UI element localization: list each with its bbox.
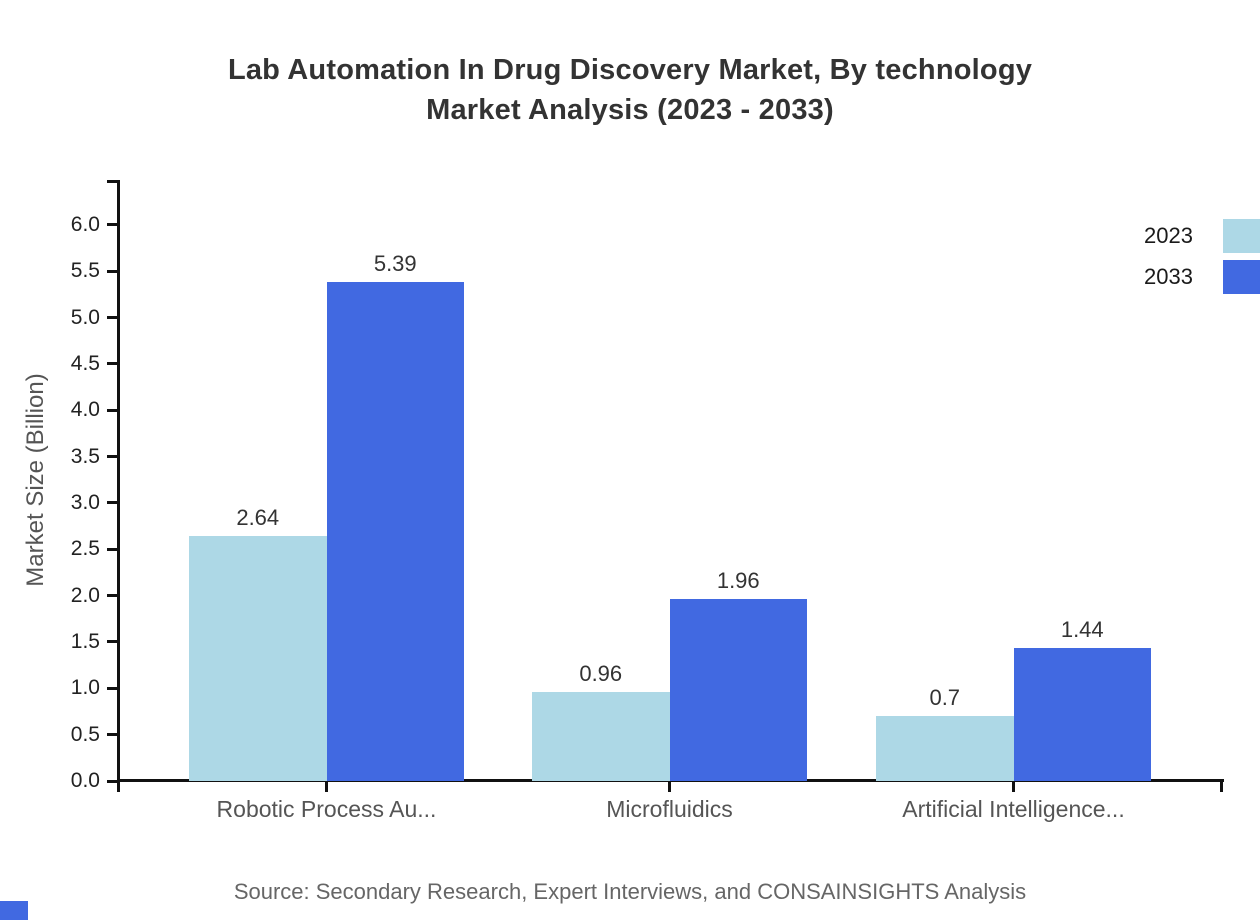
- y-tick-mark: [107, 316, 117, 320]
- y-tick-label: 4.5: [70, 351, 100, 375]
- bar-2023-0: [189, 536, 327, 781]
- y-tick-mark: [107, 455, 117, 459]
- source-note: Source: Secondary Research, Expert Inter…: [233, 879, 1027, 904]
- y-tick-label: 0.0: [70, 769, 100, 792]
- legend-swatch-2033: [1223, 260, 1260, 294]
- y-tick-mark: [107, 733, 117, 737]
- y-tick-mark: [107, 269, 117, 273]
- y-tick-label: 5.0: [70, 305, 100, 329]
- y-tick-mark: [107, 547, 117, 551]
- chart-title: Lab Automation In Drug Discovery Market,…: [0, 50, 1260, 130]
- y-axis-end-tick: [107, 180, 117, 183]
- bar-2033-1: [669, 599, 807, 781]
- legend-label-2023: 2023: [1144, 223, 1193, 248]
- y-tick-label: 0.5: [70, 722, 100, 746]
- y-tick-label: 2.5: [70, 537, 100, 561]
- bar-2023-1: [532, 692, 670, 781]
- chart-title-line1: Lab Automation In Drug Discovery Market,…: [227, 54, 1033, 86]
- bar-value-label: 0.7: [929, 685, 961, 711]
- y-tick-mark: [107, 362, 117, 366]
- legend-label-2033: 2033: [1144, 264, 1193, 289]
- y-axis-line: [117, 180, 120, 792]
- y-tick-mark: [107, 501, 117, 505]
- y-tick-mark: [107, 779, 117, 783]
- y-tick-mark: [107, 640, 117, 644]
- bar-value-label: 0.96: [579, 661, 623, 687]
- x-tick-mark: [325, 781, 328, 792]
- y-tick-label: 3.5: [70, 444, 100, 468]
- legend-item-2033: 2033: [1144, 260, 1260, 294]
- y-tick-label: 3.0: [70, 490, 100, 514]
- chart-title-line2: Market Analysis (2023 - 2033): [426, 94, 834, 126]
- y-tick-mark: [107, 408, 117, 412]
- y-tick-mark: [107, 594, 117, 598]
- x-tick-mark: [668, 781, 671, 792]
- y-tick-label: 2.0: [70, 583, 100, 607]
- bar-2033-0: [326, 281, 464, 781]
- y-tick-label: 1.0: [70, 676, 100, 700]
- bar-value-label: 1.96: [716, 568, 760, 594]
- legend-swatch-2023: [1223, 219, 1260, 253]
- bar-value-label: 2.64: [236, 505, 280, 531]
- y-tick-label: 4.0: [70, 398, 100, 422]
- x-category-label: Robotic Process Au...: [216, 796, 437, 822]
- y-tick-label: 1.5: [70, 629, 100, 653]
- x-category-label: Microfluidics: [606, 796, 733, 822]
- bar-value-label: 1.44: [1060, 616, 1104, 642]
- bar-2033-2: [1013, 647, 1151, 781]
- y-tick-mark: [107, 223, 117, 227]
- legend-item-2023: 2023: [1144, 219, 1260, 253]
- x-tick-mark: [1012, 781, 1015, 792]
- bar-value-label: 5.39: [373, 250, 417, 276]
- corner-accent-square: [0, 901, 28, 920]
- y-tick-label: 5.5: [70, 259, 100, 283]
- x-category-label: Artificial Intelligence...: [902, 796, 1125, 822]
- y-tick-label: 6.0: [70, 212, 100, 236]
- x-tick-mark: [1219, 781, 1223, 792]
- y-tick-mark: [107, 686, 117, 690]
- bar-2023-2: [876, 716, 1014, 781]
